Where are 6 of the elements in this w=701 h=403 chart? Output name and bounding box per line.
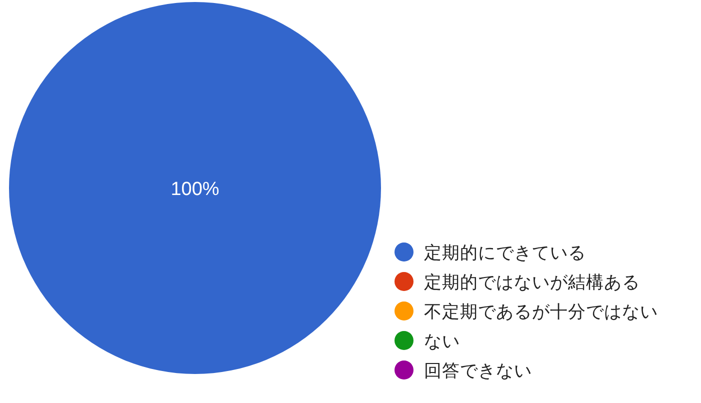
legend-label: 不定期であるが十分ではない (424, 302, 658, 322)
legend-label: 定期的ではないが結構ある (424, 272, 640, 292)
legend-label: 定期的にできている (424, 242, 586, 262)
legend-label: ない (424, 331, 460, 351)
legend-label: 回答できない (424, 360, 532, 380)
data-label: 100% (170, 179, 220, 200)
